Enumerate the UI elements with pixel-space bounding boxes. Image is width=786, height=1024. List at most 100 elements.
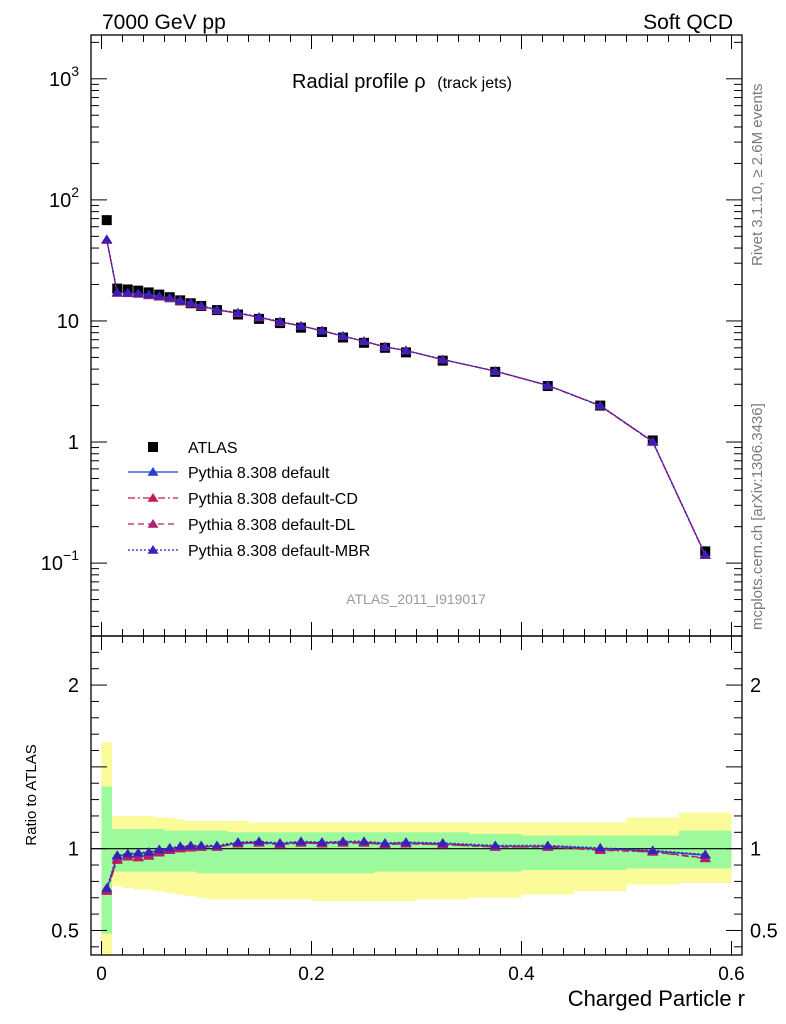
main-y-tick-label-1: 1 — [68, 432, 79, 454]
series-3-ratio-point-19 — [400, 837, 412, 846]
series-3-main-point-19 — [400, 345, 412, 355]
ratio-y-tick-label-right-1: 1 — [750, 839, 761, 861]
plot-title: Radial profile ρ (track jets) — [292, 71, 512, 93]
series-line-main-2 — [106, 239, 706, 556]
series-3-ratio-point-0 — [101, 882, 113, 892]
series-3-main-point-16 — [337, 331, 349, 340]
series-3-ratio-point-13 — [274, 837, 286, 847]
atlas-point-0 — [101, 215, 112, 226]
main-y-tick-label-3: 102 — [49, 184, 79, 212]
series-3-ratio-point-16 — [337, 836, 349, 846]
energy-label: 7000 GeV pp — [102, 11, 226, 34]
main-panel-series — [101, 215, 711, 560]
series-3-ratio-point-5 — [153, 844, 165, 854]
ratio-band-inner-21 — [469, 833, 522, 872]
ratio-y-tick-label-left-1: 1 — [68, 839, 79, 861]
ratio-band-inner-10 — [206, 830, 228, 874]
x-tick-label-3: 0.6 — [718, 964, 744, 985]
series-3-main-point-8 — [185, 297, 197, 307]
legend-marker-4 — [147, 545, 159, 554]
main-y-tick-label-4: 103 — [49, 63, 79, 91]
series-3-main-point-5 — [153, 290, 165, 300]
series-line-main-3 — [106, 239, 706, 556]
legend-label-0: ATLAS — [188, 440, 238, 457]
side-mcplots-label: mcplots.cern.ch [arXiv:1306.3436] — [749, 403, 766, 630]
ratio-y-axis-title: Ratio to ATLAS — [23, 744, 40, 845]
series-3-main-point-12 — [253, 311, 265, 321]
series-3-main-point-1 — [111, 287, 123, 297]
series-3-main-point-21 — [489, 366, 501, 375]
legend-label-4: Pythia 8.308 default-MBR — [188, 543, 370, 560]
side-rivet-label: Rivet 3.1.10, ≥ 2.6M events — [749, 84, 766, 267]
series-3-ratio-point-17 — [358, 836, 370, 846]
plot-title-main: Radial profile ρ — [292, 71, 426, 93]
analysis-id: ATLAS_2011_I919017 — [346, 591, 486, 607]
series-3-ratio-point-18 — [379, 837, 391, 847]
series-3-ratio-point-22 — [542, 840, 554, 850]
series-3-main-point-10 — [211, 304, 223, 314]
series-3-main-point-6 — [164, 292, 176, 302]
ratio-panel-series — [101, 836, 711, 895]
series-3-main-point-2 — [122, 287, 134, 297]
series-3-ratio-point-6 — [164, 842, 176, 852]
series-3-main-point-0 — [101, 234, 113, 244]
series-3-ratio-point-10 — [211, 840, 223, 850]
series-3-ratio-point-4 — [143, 846, 155, 856]
ratio-y-tick-label-left-0: 0.5 — [51, 920, 79, 942]
legend-label-1: Pythia 8.308 default — [188, 465, 330, 482]
legend-marker-3 — [147, 519, 159, 528]
x-tick-label-0: 0 — [96, 964, 107, 985]
legend-label-2: Pythia 8.308 default-CD — [188, 491, 358, 508]
series-3-main-point-15 — [316, 325, 328, 335]
group-label: Soft QCD — [643, 11, 733, 34]
series-3-main-point-11 — [232, 307, 244, 317]
x-tick-label-2: 0.4 — [508, 964, 535, 985]
ratio-panel-frame — [90, 635, 743, 956]
series-3-ratio-point-24 — [647, 845, 659, 855]
series-3-main-point-24 — [647, 436, 659, 446]
ratio-y-tick-label-right-2: 2 — [750, 675, 761, 697]
series-line-ratio-3 — [106, 840, 706, 889]
ratio-band-inner-9 — [196, 830, 207, 874]
series-3-main-point-23 — [594, 400, 606, 410]
series-3-ratio-point-3 — [132, 847, 144, 857]
series-3-main-point-22 — [542, 380, 554, 390]
series-3-ratio-point-7 — [174, 841, 186, 850]
series-3-ratio-point-9 — [195, 840, 207, 850]
main-y-tick-label-2: 10 — [57, 311, 79, 333]
series-3-main-point-9 — [195, 300, 207, 310]
series-line-main-1 — [106, 240, 706, 556]
series-3-main-point-18 — [379, 341, 391, 351]
main-y-tick-label-0: 10−1 — [41, 547, 79, 575]
series-3-main-point-3 — [132, 288, 144, 298]
x-axis-title: Charged Particle r — [568, 986, 745, 1011]
legend-label-3: Pythia 8.308 default-DL — [188, 517, 355, 534]
series-3-main-point-7 — [174, 295, 186, 305]
series-3-ratio-point-25 — [699, 849, 711, 859]
series-3-main-point-4 — [143, 289, 155, 299]
series-3-ratio-point-11 — [232, 837, 244, 846]
series-3-ratio-point-12 — [253, 836, 265, 846]
series-3-ratio-point-15 — [316, 837, 328, 846]
series-line-ratio-2 — [106, 842, 706, 891]
series-3-ratio-point-2 — [122, 848, 134, 858]
series-3-main-point-14 — [295, 320, 307, 330]
legend-marker-1 — [147, 467, 159, 476]
axes: 0 0.2 0.4 0.6 10−1 1 10 102 103 0.5 0.5 1 1 2 2 — [41, 34, 778, 985]
ratio-y-tick-label-left-2: 2 — [68, 675, 79, 697]
legend: ATLAS Pythia 8.308 default Pythia 8.308 de… — [128, 440, 370, 560]
x-tick-label-1: 0.2 — [298, 964, 324, 985]
plot-title-sub: (track jets) — [437, 75, 512, 92]
series-3-main-point-17 — [358, 336, 370, 345]
series-3-ratio-point-1 — [111, 850, 123, 859]
ratio-y-tick-label-right-0: 0.5 — [750, 920, 778, 942]
series-3-ratio-point-14 — [295, 836, 307, 846]
series-3-main-point-25 — [699, 549, 711, 559]
legend-marker-2 — [147, 493, 159, 502]
series-3-main-point-13 — [274, 316, 286, 326]
series-3-ratio-point-21 — [489, 840, 501, 850]
series-3-ratio-point-20 — [437, 837, 449, 847]
series-3-main-point-20 — [437, 354, 449, 364]
legend-marker-0 — [148, 442, 158, 452]
